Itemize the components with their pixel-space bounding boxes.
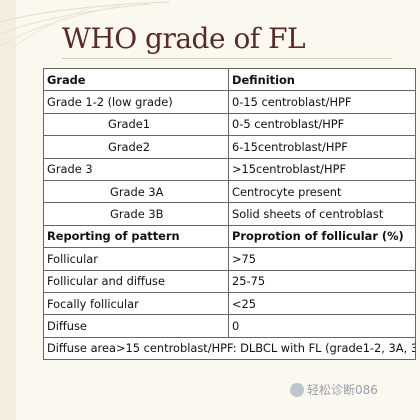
page-title: WHO grade of FL (62, 22, 306, 55)
table-row: Grade 1-2 (low grade) 0-15 centroblast/H… (43, 90, 416, 114)
table-footer-row: Diffuse area>15 centroblast/HPF: DLBCL w… (43, 336, 416, 361)
pattern-cell: Diffuse (43, 314, 229, 338)
grade-cell: Grade1 (43, 112, 229, 137)
table-row: Grade 3B Solid sheets of centroblast (43, 202, 416, 226)
proportion-cell: 25-75 (228, 269, 416, 293)
proportion-cell: <25 (228, 291, 416, 316)
slide-left-border (0, 0, 16, 420)
grade-cell: Grade 3A (43, 179, 229, 204)
pattern-header-label: Reporting of pattern (43, 224, 229, 249)
grade-cell: Grade2 (43, 135, 229, 159)
definition-cell: >15centroblast/HPF (228, 157, 416, 181)
table-row: Follicular >75 (43, 247, 416, 271)
pattern-header-row: Reporting of pattern Proprotion of folli… (43, 224, 416, 249)
definition-cell: Centrocyte present (228, 179, 416, 204)
grade-cell: Grade 3 (43, 157, 229, 181)
grade-cell: Grade 1-2 (low grade) (43, 90, 229, 114)
proportion-cell: >75 (228, 247, 416, 271)
pattern-cell: Follicular and diffuse (43, 269, 229, 293)
definition-cell: 0-15 centroblast/HPF (228, 90, 416, 114)
who-grade-table: Grade Definition Grade 1-2 (low grade) 0… (43, 67, 416, 361)
table-row: Grade 3A Centrocyte present (43, 179, 416, 204)
pattern-header-value: Proprotion of follicular (%) (228, 224, 416, 249)
definition-cell: 0-5 centroblast/HPF (228, 112, 416, 137)
table-row: Grade1 0-5 centroblast/HPF (43, 112, 416, 137)
table-header-row: Grade Definition (43, 67, 416, 92)
footer-note: Diffuse area>15 centroblast/HPF: DLBCL w… (43, 336, 416, 361)
table-row: Follicular and diffuse 25-75 (43, 269, 416, 293)
proportion-cell: 0 (228, 314, 416, 338)
grade-cell: Grade 3B (43, 202, 229, 226)
wechat-icon (290, 382, 304, 397)
watermark: 轻松诊断086 (290, 381, 378, 398)
watermark-text: 轻松诊断086 (307, 383, 378, 397)
definition-cell: 6-15centroblast/HPF (228, 135, 416, 159)
title-divider (62, 58, 392, 59)
table-row: Focally follicular <25 (43, 291, 416, 316)
pattern-cell: Follicular (43, 247, 229, 271)
table-row: Grade 3 >15centroblast/HPF (43, 157, 416, 181)
pattern-cell: Focally follicular (43, 291, 229, 316)
table-row: Grade2 6-15centroblast/HPF (43, 135, 416, 159)
header-grade: Grade (43, 67, 229, 92)
header-definition: Definition (228, 67, 416, 92)
definition-cell: Solid sheets of centroblast (228, 202, 416, 226)
table-row: Diffuse 0 (43, 314, 416, 338)
